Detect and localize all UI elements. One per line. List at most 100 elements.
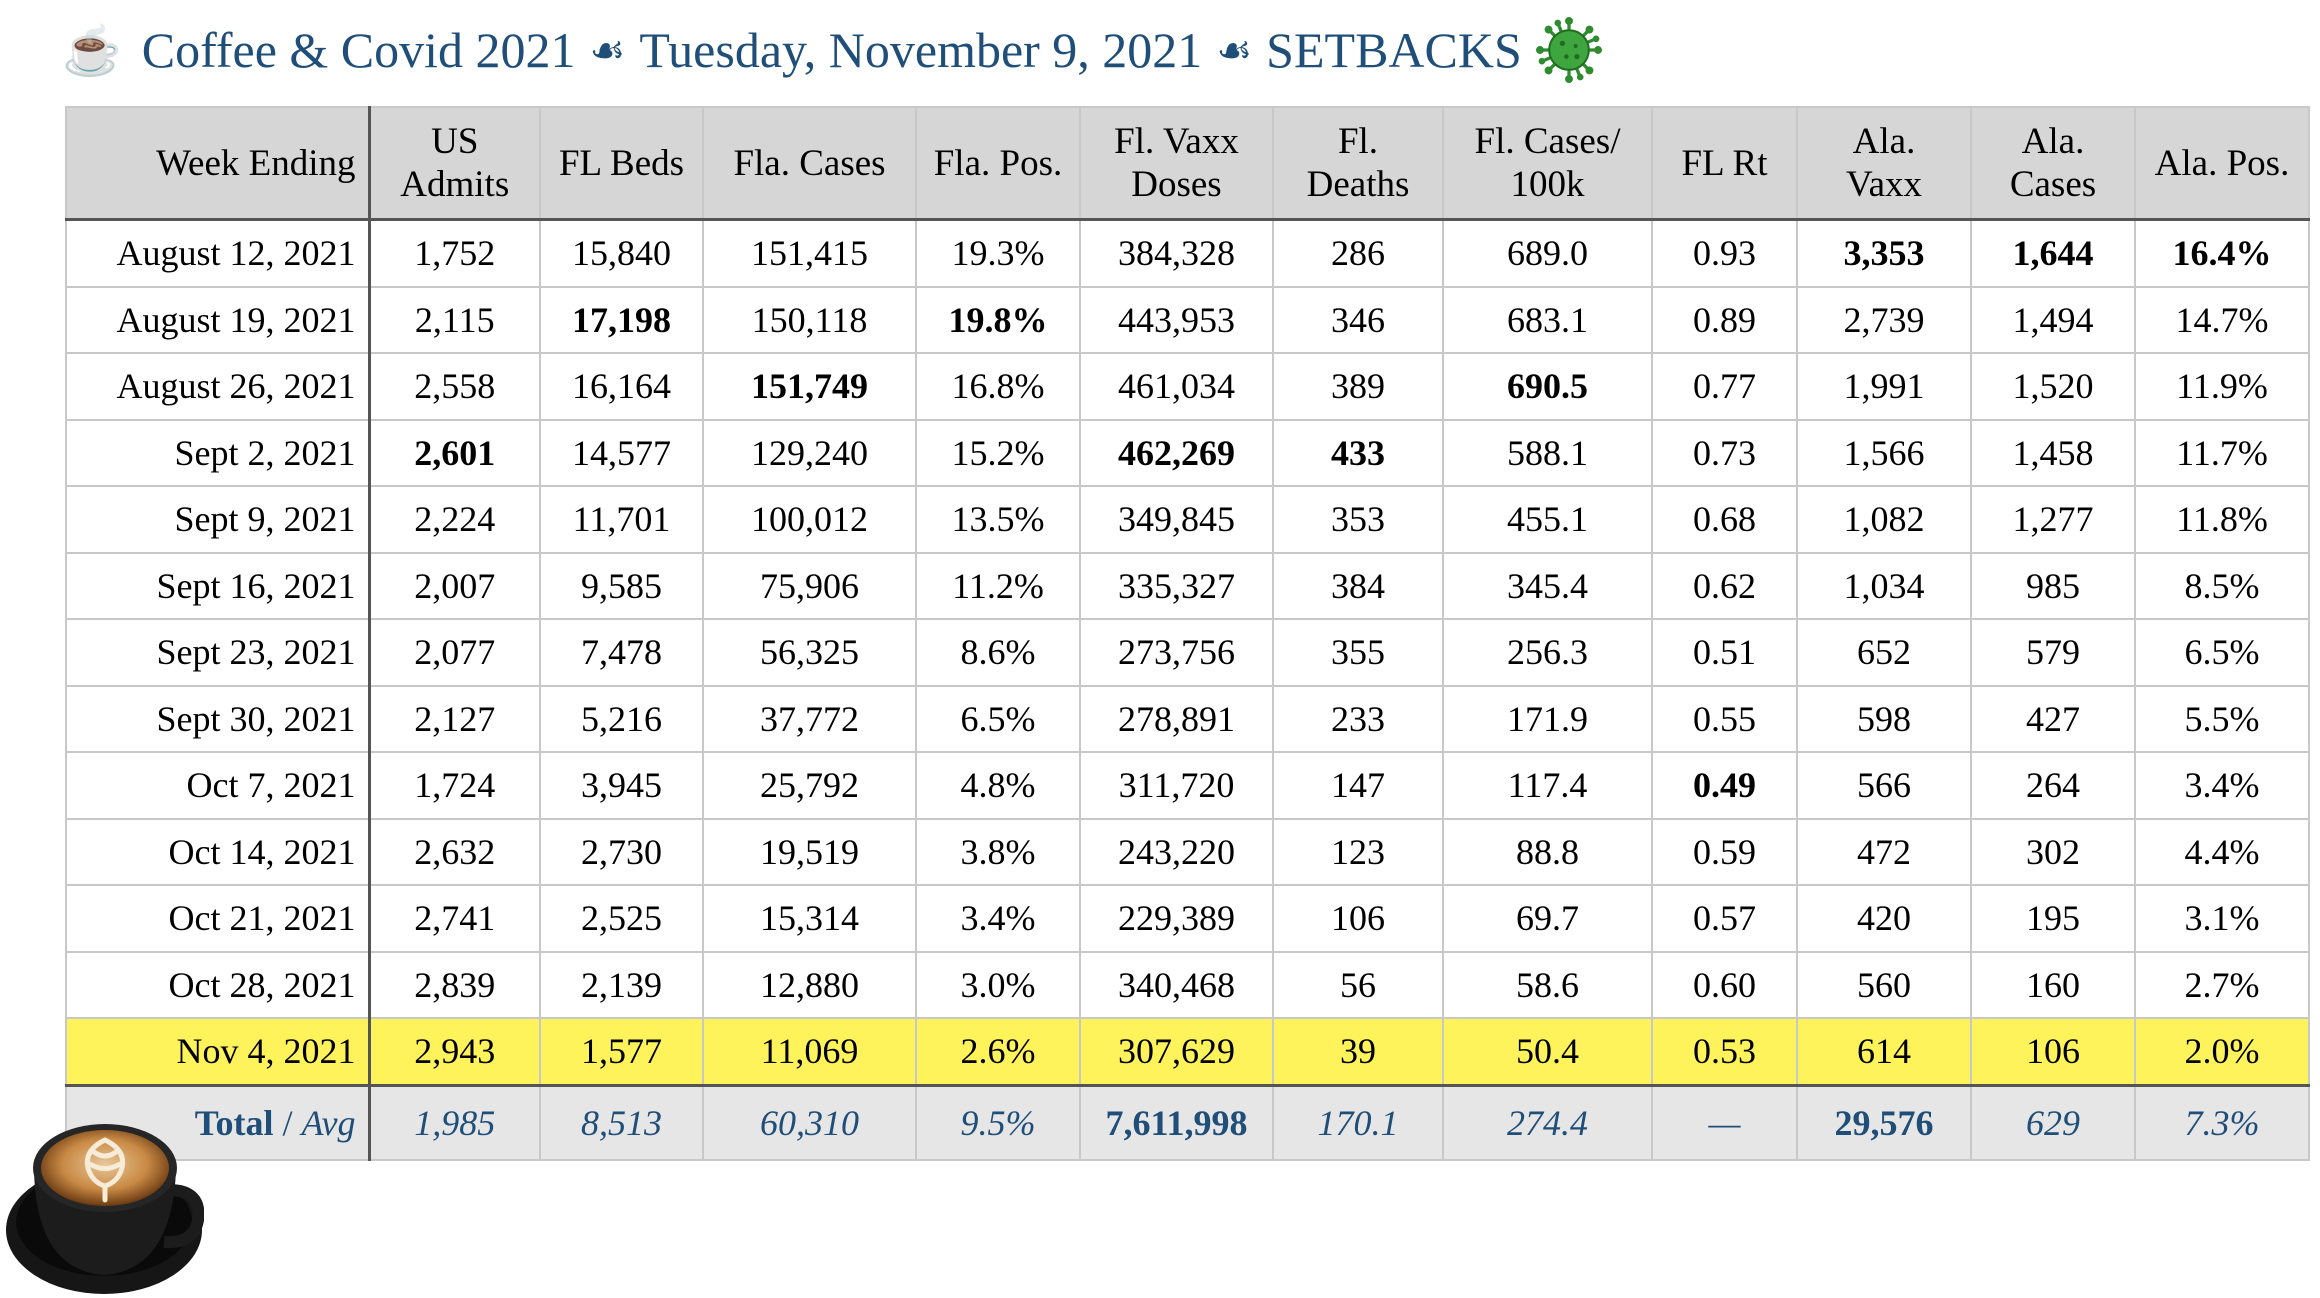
column-header-line: Week Ending	[156, 142, 356, 184]
table-cell: 598	[1796, 684, 1972, 753]
column-header: FL Beds	[539, 106, 704, 221]
column-header: Fl. Vaxx Doses	[1079, 106, 1274, 221]
table-row: August 19, 2021 2,115 17,198 150,118 19.8% 44…	[65, 285, 2310, 354]
table-cell: 683.1	[1442, 285, 1653, 354]
table-cell: 420	[1796, 884, 1972, 953]
table-cell: 1,082	[1796, 485, 1972, 554]
table-cell: 2,558	[368, 352, 541, 421]
table-cell: 455.1	[1442, 485, 1653, 554]
week-ending-cell: Sept 9, 2021	[65, 485, 371, 554]
table-cell: 56	[1272, 950, 1444, 1019]
table-cell: 0.60	[1651, 950, 1798, 1019]
table-cell: 579	[1970, 618, 2136, 687]
column-header: FL Rt	[1651, 106, 1798, 221]
table-cell: 4.4%	[2134, 817, 2310, 886]
title-date: Tuesday, November 9, 2021	[639, 22, 1203, 78]
table-cell: 2,632	[368, 817, 541, 886]
table-cell: 243,220	[1079, 817, 1274, 886]
table-cell: 5.5%	[2134, 684, 2310, 753]
week-ending-cell: Nov 4, 2021	[65, 1017, 371, 1086]
table-cell: 39	[1272, 1017, 1444, 1086]
table-cell: 19.8%	[915, 285, 1081, 354]
table-cell: 229,389	[1079, 884, 1274, 953]
week-ending-cell: Oct 21, 2021	[65, 884, 371, 953]
table-cell: 2,077	[368, 618, 541, 687]
fleuron-icon: ☙	[589, 27, 626, 73]
column-header-line: Fla. Pos.	[933, 142, 1063, 184]
table-cell: 302	[1970, 817, 2136, 886]
table-cell: 0.62	[1651, 551, 1798, 620]
table-cell: 11.2%	[915, 551, 1081, 620]
table-cell: 2,139	[539, 950, 704, 1019]
table-cell: 427	[1970, 684, 2136, 753]
column-header: Fl. Cases/100k	[1442, 106, 1653, 221]
total-label: Total	[194, 1102, 274, 1143]
table-cell: 2,601	[368, 418, 541, 487]
table-cell: 195	[1970, 884, 2136, 953]
table-cell: 75,906	[702, 551, 917, 620]
table-cell: 1,494	[1970, 285, 2136, 354]
table-cell: 2,943	[368, 1017, 541, 1086]
column-header-line: Cases	[2009, 164, 2097, 205]
total-cell: 9.5%	[915, 1083, 1081, 1161]
week-ending-cell: Sept 16, 2021	[65, 551, 371, 620]
table-row: Sept 2, 2021 2,601 14,577 129,240 15.2% 462,2…	[65, 418, 2310, 487]
table-cell: 0.59	[1651, 817, 1798, 886]
table-cell: 106	[1970, 1017, 2136, 1086]
week-ending-cell: August 26, 2021	[65, 352, 371, 421]
table-cell: 0.51	[1651, 618, 1798, 687]
table-cell: 233	[1272, 684, 1444, 753]
table-cell: 2,739	[1796, 285, 1972, 354]
table-cell: 15.2%	[915, 418, 1081, 487]
table-row: Oct 21, 2021 2,741 2,525 15,314 3.4% 229,389 1…	[65, 884, 2310, 953]
column-header-line: Deaths	[1306, 164, 1410, 205]
table-cell: 652	[1796, 618, 1972, 687]
table-cell: 2,741	[368, 884, 541, 953]
table-cell: 6.5%	[2134, 618, 2310, 687]
total-cell: 1,985	[368, 1083, 541, 1161]
total-cell: 8,513	[539, 1083, 704, 1161]
table-cell: 117.4	[1442, 751, 1653, 820]
table-cell: 307,629	[1079, 1017, 1274, 1086]
column-header-line: US	[431, 121, 479, 162]
table-cell: 19,519	[702, 817, 917, 886]
table-cell: 273,756	[1079, 618, 1274, 687]
column-header-line: Ala. Pos.	[2154, 142, 2290, 184]
table-row: August 26, 2021 2,558 16,164 151,749 16.8% 46…	[65, 352, 2310, 421]
table-cell: 88.8	[1442, 817, 1653, 886]
covid-data-table: Week Ending US Admits FL Beds Fla. Cases Fla.…	[65, 106, 2310, 1161]
column-header-line: Ala.	[1852, 121, 1916, 162]
column-header: Ala. Vaxx	[1796, 106, 1972, 221]
table-cell: 462,269	[1079, 418, 1274, 487]
table-cell: 16.8%	[915, 352, 1081, 421]
table-row: Sept 30, 2021 2,127 5,216 37,772 6.5% 278,891…	[65, 684, 2310, 753]
column-header: Fla. Pos.	[915, 106, 1081, 221]
table-cell: 335,327	[1079, 551, 1274, 620]
table-cell: 69.7	[1442, 884, 1653, 953]
column-header-line: FL Rt	[1681, 142, 1768, 184]
table-cell: 11.8%	[2134, 485, 2310, 554]
table-cell: 8.6%	[915, 618, 1081, 687]
table-cell: 2.0%	[2134, 1017, 2310, 1086]
table-cell: 11.7%	[2134, 418, 2310, 487]
table-cell: 2,730	[539, 817, 704, 886]
table-cell: 1,277	[1970, 485, 2136, 554]
table-cell: 2,007	[368, 551, 541, 620]
table-cell: 0.49	[1651, 751, 1798, 820]
table-cell: 129,240	[702, 418, 917, 487]
column-header-line: 100k	[1510, 164, 1585, 205]
week-ending-cell: Sept 2, 2021	[65, 418, 371, 487]
column-header-line: Admits	[400, 164, 510, 205]
table-row: Oct 28, 2021 2,839 2,139 12,880 3.0% 340,468 5…	[65, 950, 2310, 1019]
fleuron-icon: ☙	[1216, 27, 1253, 73]
table-cell: 2,224	[368, 485, 541, 554]
table-cell: 340,468	[1079, 950, 1274, 1019]
column-header: US Admits	[368, 106, 541, 221]
table-cell: 2,525	[539, 884, 704, 953]
table-cell: 384,328	[1079, 218, 1274, 288]
table-row: Sept 23, 2021 2,077 7,478 56,325 8.6% 273,756…	[65, 618, 2310, 687]
table-cell: 8.5%	[2134, 551, 2310, 620]
total-cell: 274.4	[1442, 1083, 1653, 1161]
table-cell: 25,792	[702, 751, 917, 820]
table-cell: 2,839	[368, 950, 541, 1019]
